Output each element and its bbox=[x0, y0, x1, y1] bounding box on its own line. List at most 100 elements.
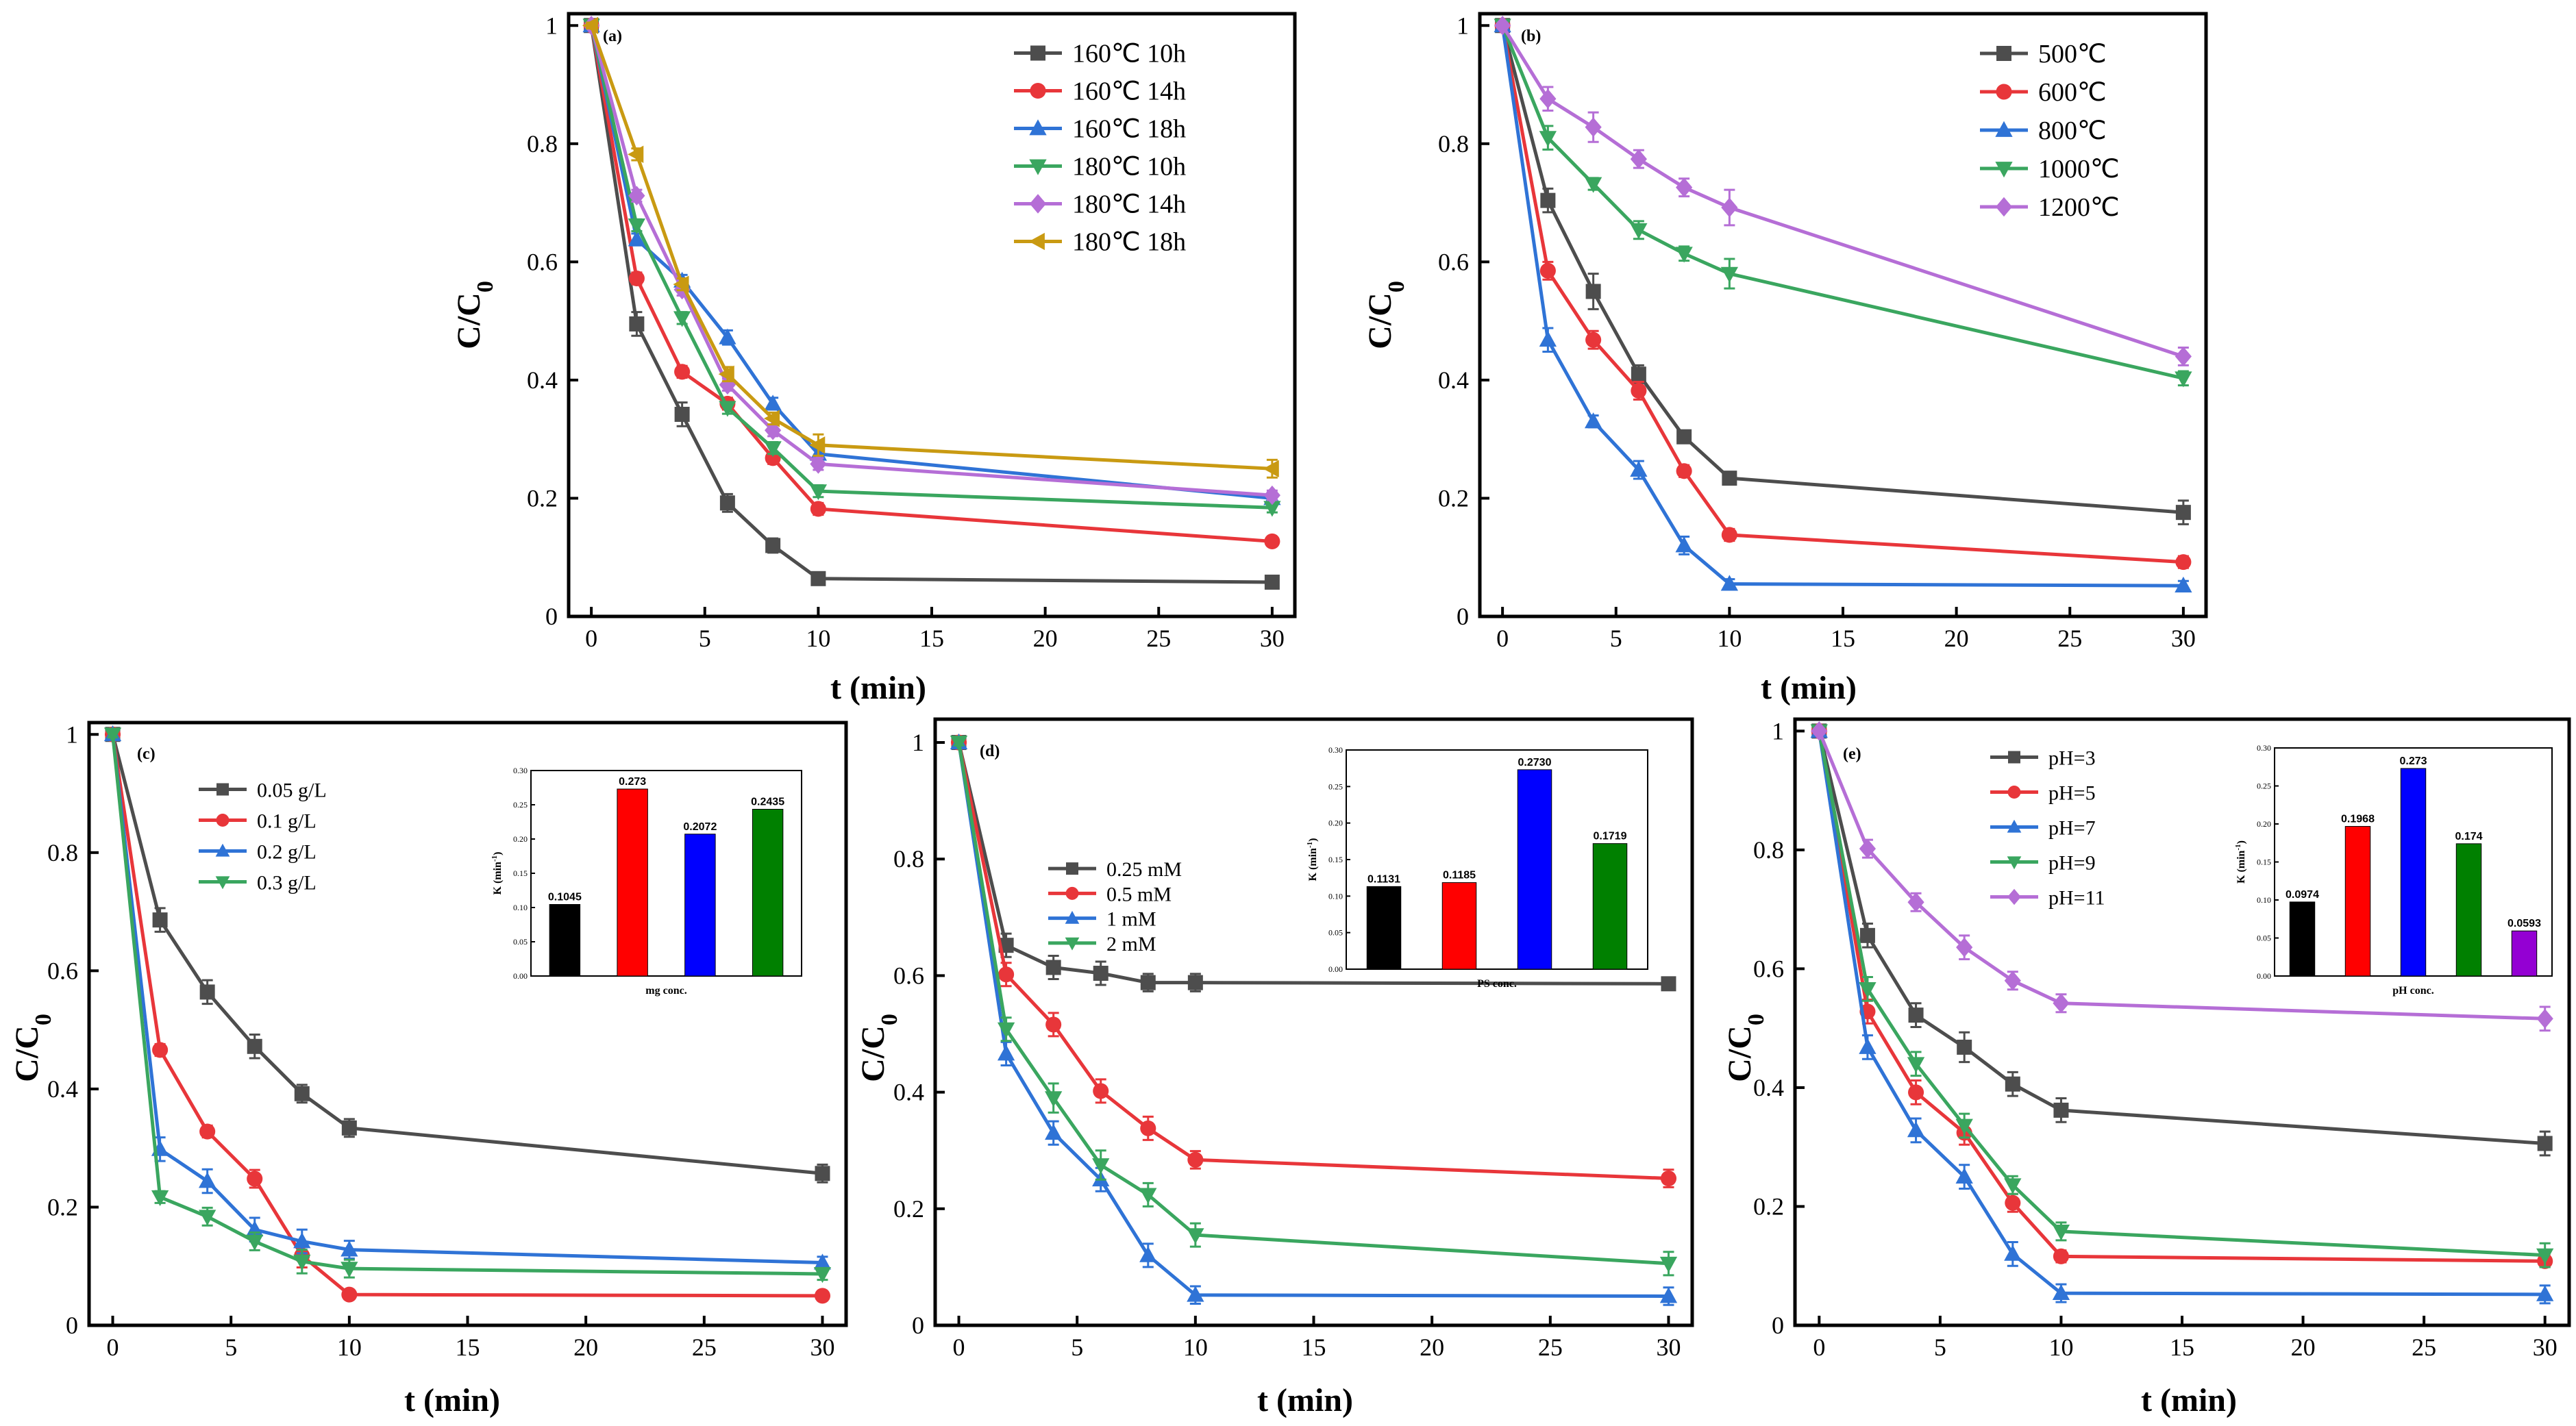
legend-label: 2 mM bbox=[1106, 933, 1156, 955]
data-point bbox=[582, 16, 599, 34]
legend-marker bbox=[216, 814, 230, 827]
data-point bbox=[2053, 1102, 2069, 1118]
data-point bbox=[1660, 1171, 1677, 1187]
inset-y-tick-label: 0.10 bbox=[2257, 895, 2271, 905]
data-point bbox=[1722, 471, 1737, 486]
data-point bbox=[1539, 88, 1557, 109]
panel-d-tag: (d) bbox=[980, 742, 1000, 760]
data-point bbox=[674, 364, 691, 380]
panel-d: (d) t (min) C/C0 0 5 10 15 20 25 3000.20.40.60… bbox=[855, 717, 1694, 1418]
legend-marker bbox=[1996, 46, 2011, 61]
panel-a-tag: (a) bbox=[603, 27, 622, 45]
x-tick-label: 20 bbox=[1033, 625, 1058, 652]
data-point bbox=[1139, 1188, 1157, 1204]
inset-y-tick-label: 0.25 bbox=[513, 800, 528, 810]
data-point bbox=[2053, 1248, 2069, 1264]
y-tick-label: 0.4 bbox=[893, 1079, 924, 1106]
data-point bbox=[950, 736, 968, 752]
x-tick-label: 25 bbox=[2057, 625, 2082, 652]
data-point bbox=[1045, 1091, 1063, 1108]
data-point bbox=[1957, 1039, 1972, 1055]
legend-marker bbox=[1029, 159, 1047, 175]
x-tick-label: 0 bbox=[107, 1334, 119, 1361]
inset-bar-chart: 0.00 0.05 0.10 0.15 0.20 0.25 0.30 K (min-1) PS … bbox=[1306, 745, 1648, 990]
data-point bbox=[1956, 937, 1973, 958]
y-tick-label: 0 bbox=[912, 1312, 924, 1339]
y-tick-label: 1 bbox=[1772, 717, 1784, 745]
data-point bbox=[152, 912, 168, 928]
inset-y-axis-title: K (min-1) bbox=[1306, 838, 1319, 881]
inset-bar bbox=[1366, 886, 1402, 970]
data-point bbox=[628, 230, 646, 247]
data-point bbox=[247, 1171, 263, 1187]
inset-bar-chart: 0.00 0.05 0.10 0.15 0.20 0.25 0.30 K (min-1) pH … bbox=[2234, 743, 2553, 997]
data-point bbox=[103, 727, 122, 744]
y-tick-label: 0.2 bbox=[1438, 484, 1469, 512]
data-point bbox=[2175, 505, 2191, 521]
inset-y-tick-label: 0.15 bbox=[2257, 858, 2271, 867]
legend-label: 160℃ 14h bbox=[1072, 77, 1186, 106]
legend-item: pH=5 bbox=[1990, 782, 2096, 805]
data-point bbox=[998, 966, 1015, 983]
legend-label: 180℃ 14h bbox=[1072, 190, 1186, 219]
data-point bbox=[674, 406, 690, 422]
data-point bbox=[1140, 975, 1156, 990]
legend-label: pH=5 bbox=[2048, 782, 2096, 805]
data-point bbox=[764, 441, 782, 458]
inset-bar-value-label: 0.1719 bbox=[1594, 831, 1627, 842]
x-tick-label: 30 bbox=[1260, 625, 1285, 652]
inset-x-axis-title: pH conc. bbox=[2392, 985, 2433, 997]
legend-label: 800℃ bbox=[2038, 116, 2107, 145]
data-point bbox=[1187, 1151, 1204, 1168]
y-tick-label: 0.4 bbox=[1438, 366, 1469, 394]
y-tick-label: 0 bbox=[1457, 603, 1469, 630]
legend-marker bbox=[216, 783, 229, 796]
x-tick-label: 20 bbox=[1944, 625, 1969, 652]
data-point bbox=[294, 1086, 310, 1101]
inset-bar-chart: 0.00 0.05 0.10 0.15 0.20 0.25 0.30 K (min-1) mg … bbox=[491, 766, 802, 997]
legend-marker bbox=[1065, 886, 1079, 900]
data-point bbox=[809, 484, 828, 501]
data-point bbox=[815, 1166, 830, 1181]
inset-bar bbox=[1517, 769, 1552, 970]
legend-item: 0.25 mM bbox=[1048, 858, 1182, 881]
data-point bbox=[1859, 927, 1875, 943]
x-tick-label: 10 bbox=[2048, 1334, 2073, 1361]
legend-item: pH=9 bbox=[1990, 852, 2096, 875]
legend-item: pH=7 bbox=[1990, 817, 2096, 840]
data-point bbox=[765, 538, 781, 553]
data-point bbox=[765, 420, 782, 440]
y-tick-label: 0.2 bbox=[527, 484, 558, 512]
data-point bbox=[1676, 177, 1693, 197]
data-point bbox=[2004, 1178, 2022, 1194]
panel-a-x-axis-title: t (min) bbox=[830, 670, 926, 706]
y-tick-label: 0.4 bbox=[47, 1075, 78, 1103]
data-point bbox=[1585, 117, 1602, 137]
x-tick-label: 15 bbox=[919, 625, 944, 652]
inset-bar bbox=[1592, 843, 1628, 970]
inset-bar-value-label: 0.2072 bbox=[683, 821, 717, 833]
series-4 bbox=[1811, 721, 2553, 1032]
legend-label: 0.2 g/L bbox=[257, 841, 317, 864]
legend-label: 1000℃ bbox=[2038, 155, 2120, 184]
data-point bbox=[1139, 1246, 1157, 1262]
inset-y-tick-label: 0.10 bbox=[513, 903, 528, 912]
y-tick-label: 0.2 bbox=[893, 1195, 924, 1223]
data-point bbox=[1659, 1287, 1678, 1303]
x-tick-label: 10 bbox=[1183, 1334, 1208, 1361]
inset-bar bbox=[2511, 930, 2538, 977]
legend: 160℃ 10h 160℃ 14h 160℃ 18h 180℃ 10h 180℃ 14h… bbox=[1014, 40, 1186, 257]
inset-y-tick-label: 0.10 bbox=[1328, 891, 1343, 901]
data-point bbox=[2175, 371, 2192, 388]
x-tick-label: 25 bbox=[692, 1334, 717, 1361]
data-point bbox=[814, 1288, 831, 1304]
x-tick-label: 0 bbox=[585, 625, 597, 652]
legend-item: 180℃ 14h bbox=[1014, 190, 1186, 219]
data-point bbox=[1264, 533, 1280, 549]
data-point bbox=[810, 501, 826, 517]
legend-label: 160℃ 10h bbox=[1072, 40, 1186, 68]
legend-item: 0.1 g/L bbox=[199, 810, 317, 833]
inset-bar bbox=[684, 834, 716, 977]
legend-label: 0.5 mM bbox=[1106, 883, 1172, 905]
data-point bbox=[1045, 960, 1061, 975]
